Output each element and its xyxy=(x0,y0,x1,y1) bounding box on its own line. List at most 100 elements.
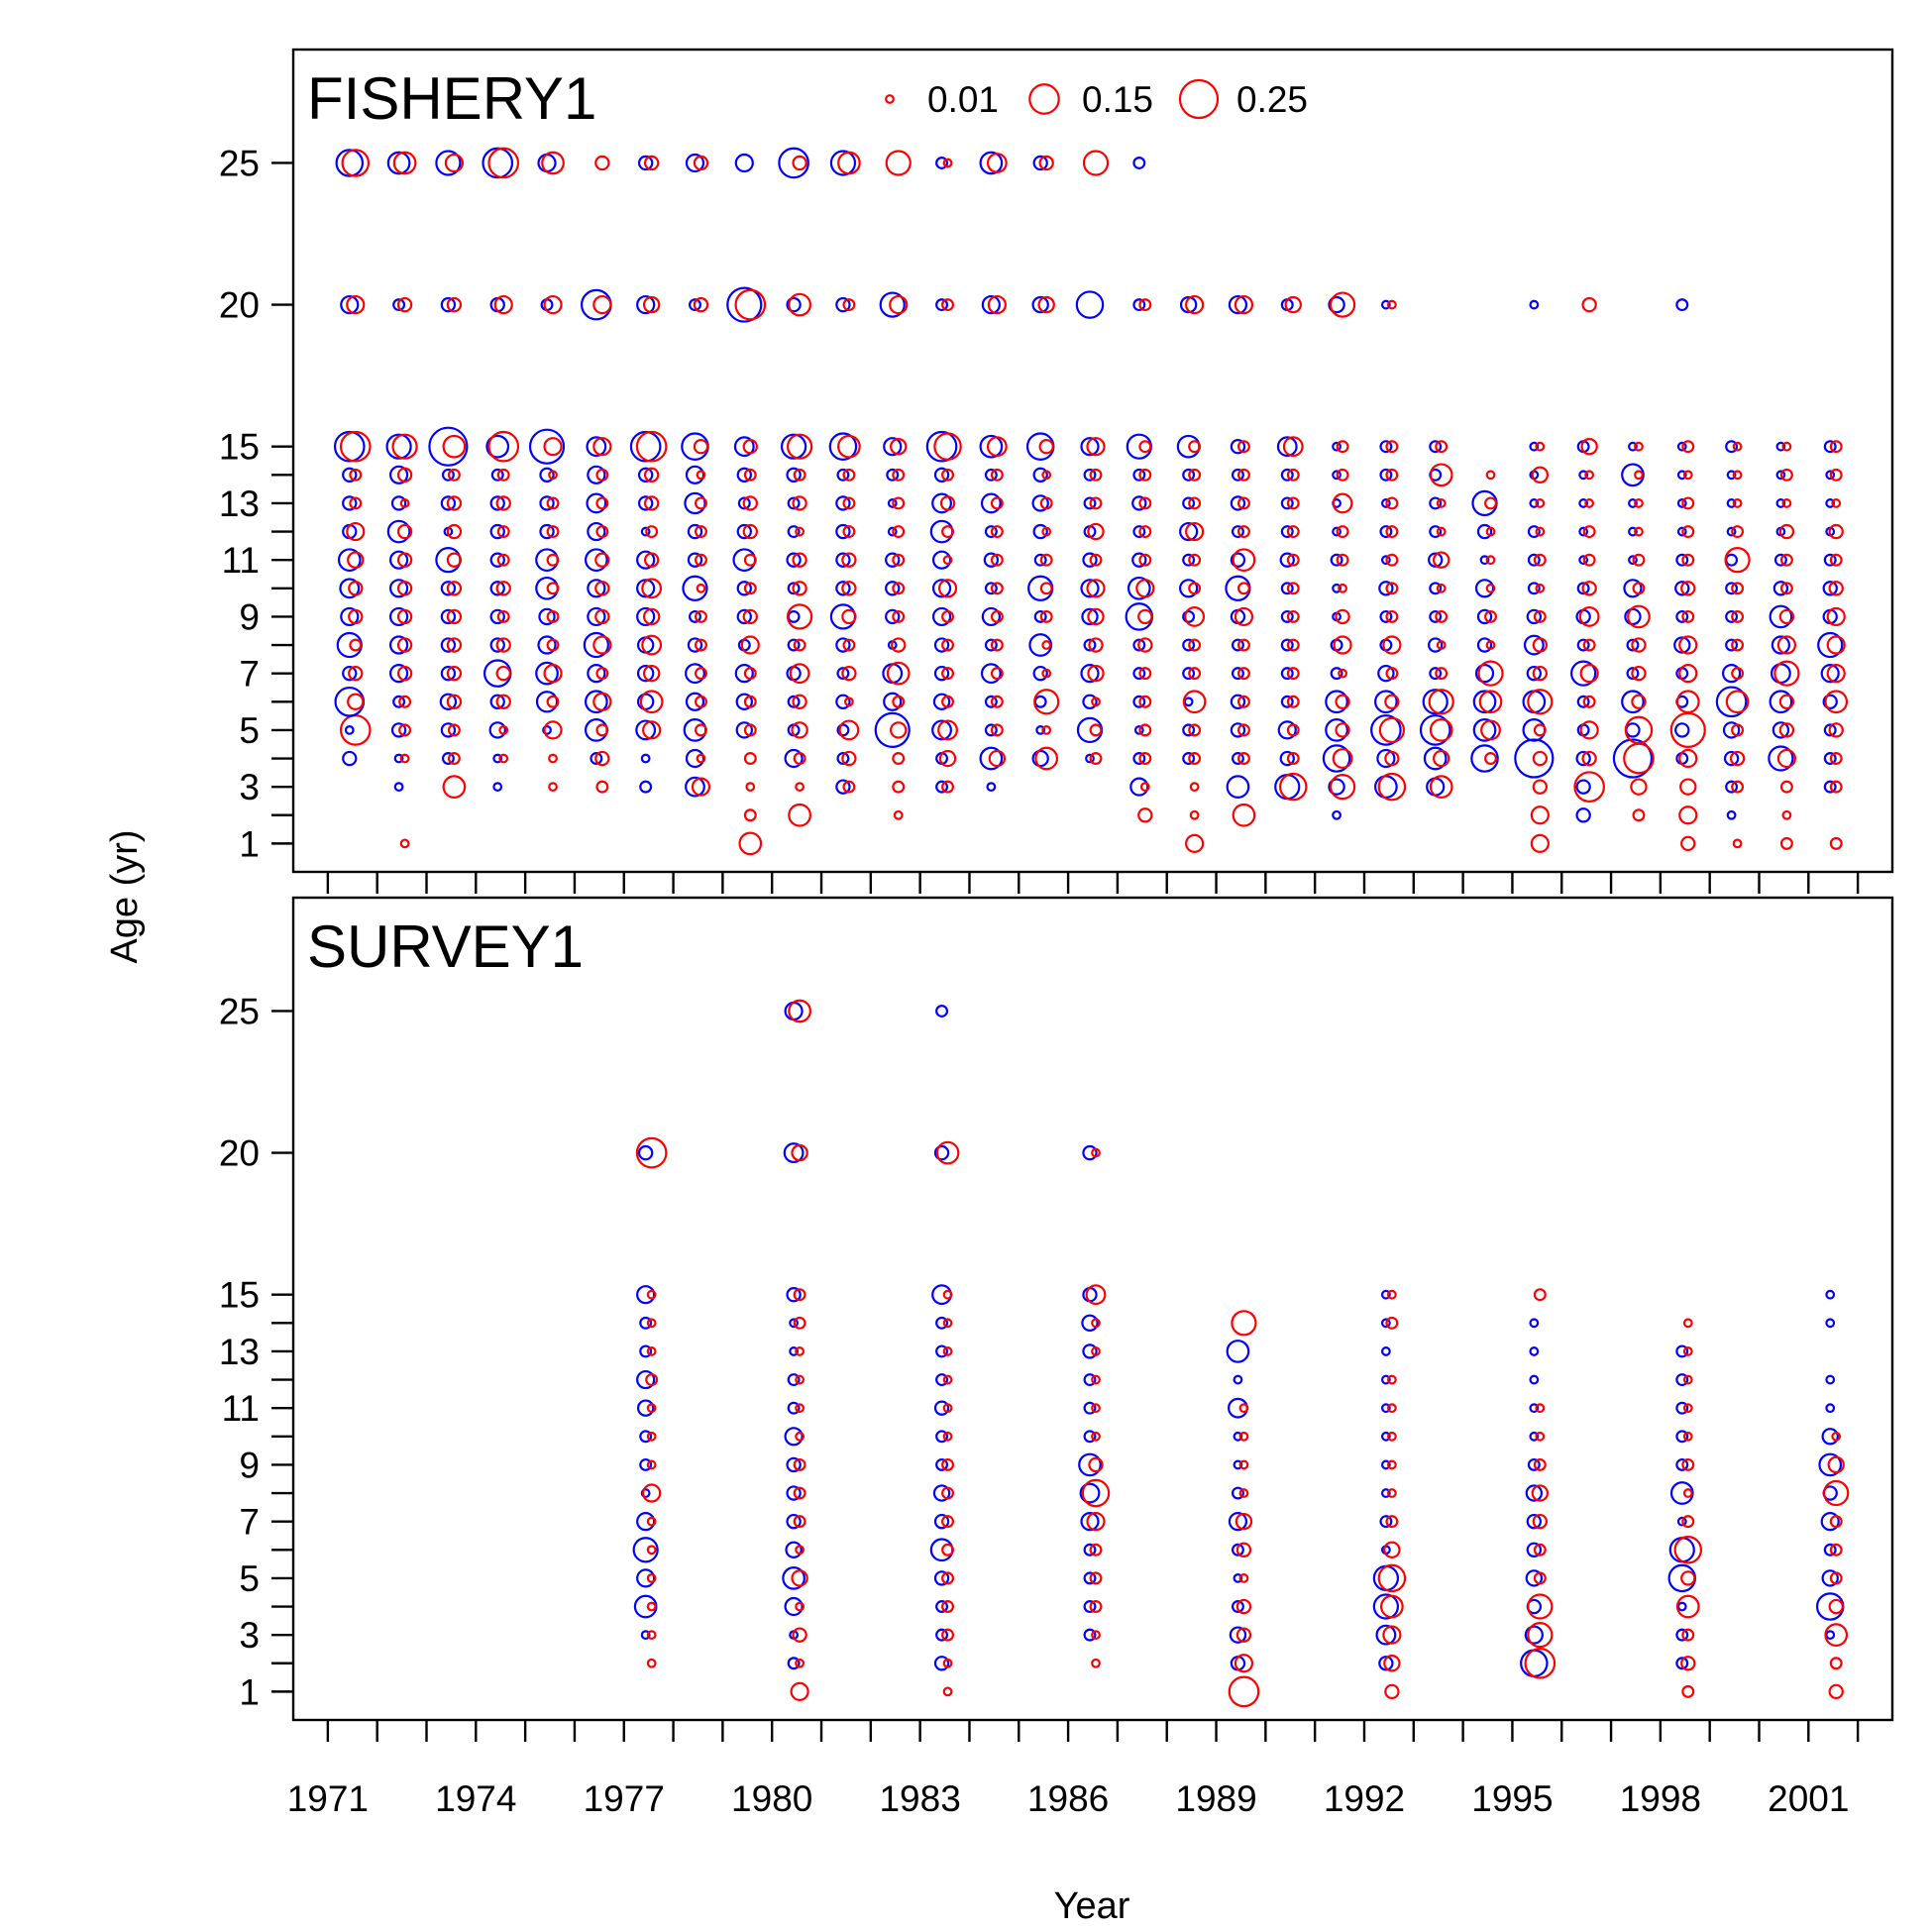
bubble-series-b xyxy=(1385,468,1399,482)
bubble-series-a xyxy=(1628,526,1638,537)
bubble-series-b xyxy=(1089,723,1103,737)
bubble-series-a xyxy=(935,1005,949,1018)
bubble-series-b xyxy=(1385,582,1399,595)
bubble-series-a xyxy=(1380,555,1391,566)
legend-label: 0.15 xyxy=(1082,79,1153,120)
bubble-series-b xyxy=(495,665,511,682)
bubble-series-b xyxy=(446,523,463,540)
bubble-series-b xyxy=(941,667,955,681)
bubble-series-b xyxy=(1286,609,1300,623)
bubble-series-a xyxy=(1527,553,1541,567)
bubble-series-a xyxy=(542,724,552,735)
bubble-series-a xyxy=(1715,686,1748,718)
bubble-series-b xyxy=(1675,1594,1700,1619)
bubble-series-a xyxy=(639,1430,653,1444)
bubble-series-a xyxy=(1823,752,1837,765)
bubble-series-b xyxy=(941,525,955,539)
bubble-series-b xyxy=(1091,1374,1101,1385)
x-tick-label: 1986 xyxy=(1027,1778,1109,1819)
bubble-series-b xyxy=(1436,526,1447,537)
bubble-series-a xyxy=(1479,555,1490,566)
bubble-series-b xyxy=(793,638,806,652)
bubble-series-a xyxy=(983,552,1000,568)
bubble-series-a xyxy=(1082,694,1098,709)
bubble-series-a xyxy=(636,1399,655,1417)
bubble-series-a xyxy=(883,437,903,457)
bubble-series-a xyxy=(1082,552,1098,568)
bubble-series-b xyxy=(447,752,461,765)
bubble-series-a xyxy=(1529,299,1540,310)
bubble-series-b xyxy=(1530,833,1550,853)
bubble-series-b xyxy=(1681,1684,1695,1698)
bubble-series-a xyxy=(639,780,653,794)
bubble-series-b xyxy=(935,1140,960,1165)
bubble-series-b xyxy=(1377,772,1407,802)
bubble-series-a xyxy=(1226,775,1250,799)
bubble-series-b xyxy=(1829,1543,1843,1556)
bubble-series-b xyxy=(790,1681,809,1701)
bubble-series-a xyxy=(981,294,1001,315)
bubble-series-b xyxy=(1338,583,1347,593)
bubble-series-b xyxy=(595,723,609,737)
bubble-series-b xyxy=(889,294,909,315)
bubble-series-b xyxy=(838,719,860,741)
bubble-series-b xyxy=(1732,498,1743,508)
bubble-series-a xyxy=(1230,694,1246,709)
bubble-series-b xyxy=(495,495,511,511)
bubble-series-b xyxy=(696,583,706,593)
bubble-series-a xyxy=(1578,498,1589,508)
bubble-series-b xyxy=(1634,470,1644,481)
bubble-series-b xyxy=(988,749,1007,768)
bubble-series-a xyxy=(1725,780,1739,794)
bubble-series-a xyxy=(935,157,949,169)
bubble-series-a xyxy=(789,1346,800,1356)
bubble-series-a xyxy=(1379,525,1393,539)
bubble-series-b xyxy=(987,294,1007,315)
bubble-series-b xyxy=(892,496,906,510)
bubble-series-b xyxy=(1335,608,1350,625)
bubble-series-b xyxy=(1435,667,1449,681)
bubble-series-b xyxy=(548,470,558,481)
bubble-series-b xyxy=(1829,440,1843,454)
bubble-series-a xyxy=(640,526,651,537)
bubble-series-a xyxy=(386,151,411,175)
bubble-series-b xyxy=(444,153,465,173)
bubble-series-a xyxy=(1083,1600,1097,1613)
bubble-series-b xyxy=(841,608,857,625)
bubble-series-a xyxy=(887,498,898,508)
bubble-series-a xyxy=(1817,631,1844,659)
bubble-series-b xyxy=(1829,1571,1843,1585)
bubble-series-a xyxy=(388,465,409,484)
bubble-series-a xyxy=(1380,1431,1391,1442)
bubble-series-b xyxy=(933,432,962,461)
bubble-series-b xyxy=(1681,440,1695,454)
bubble-series-b xyxy=(1188,553,1202,567)
bubble-series-a xyxy=(1132,468,1146,482)
bubble-series-a xyxy=(342,467,358,483)
bubble-series-b xyxy=(738,831,763,856)
bubble-series-a xyxy=(1372,1564,1400,1592)
bubble-series-a xyxy=(687,523,703,540)
bubble-series-a xyxy=(786,1287,802,1303)
bubble-series-b xyxy=(1236,440,1250,454)
bubble-series-a xyxy=(882,663,904,685)
bubble-series-b xyxy=(1286,468,1300,482)
bubble-series-b xyxy=(646,1289,657,1300)
bubble-series-b xyxy=(594,155,610,171)
bubble-series-a xyxy=(935,1457,949,1471)
bubble-series-a xyxy=(836,468,850,482)
bubble-series-a xyxy=(489,694,505,709)
bubble-series-a xyxy=(787,1401,801,1415)
bubble-series-b xyxy=(1779,468,1793,482)
y-tick-label: 11 xyxy=(222,540,260,581)
bubble-series-b xyxy=(791,1569,808,1587)
bubble-series-b xyxy=(792,155,807,171)
bubble-series-a xyxy=(388,579,409,598)
bubble-series-b xyxy=(937,579,958,598)
bubble-series-b xyxy=(1781,809,1792,820)
bubble-series-b xyxy=(942,555,953,566)
bubble-series-b xyxy=(1429,463,1453,487)
bubble-series-a xyxy=(441,468,455,482)
bubble-series-b xyxy=(1631,637,1647,653)
bubble-series-b xyxy=(1729,750,1746,767)
